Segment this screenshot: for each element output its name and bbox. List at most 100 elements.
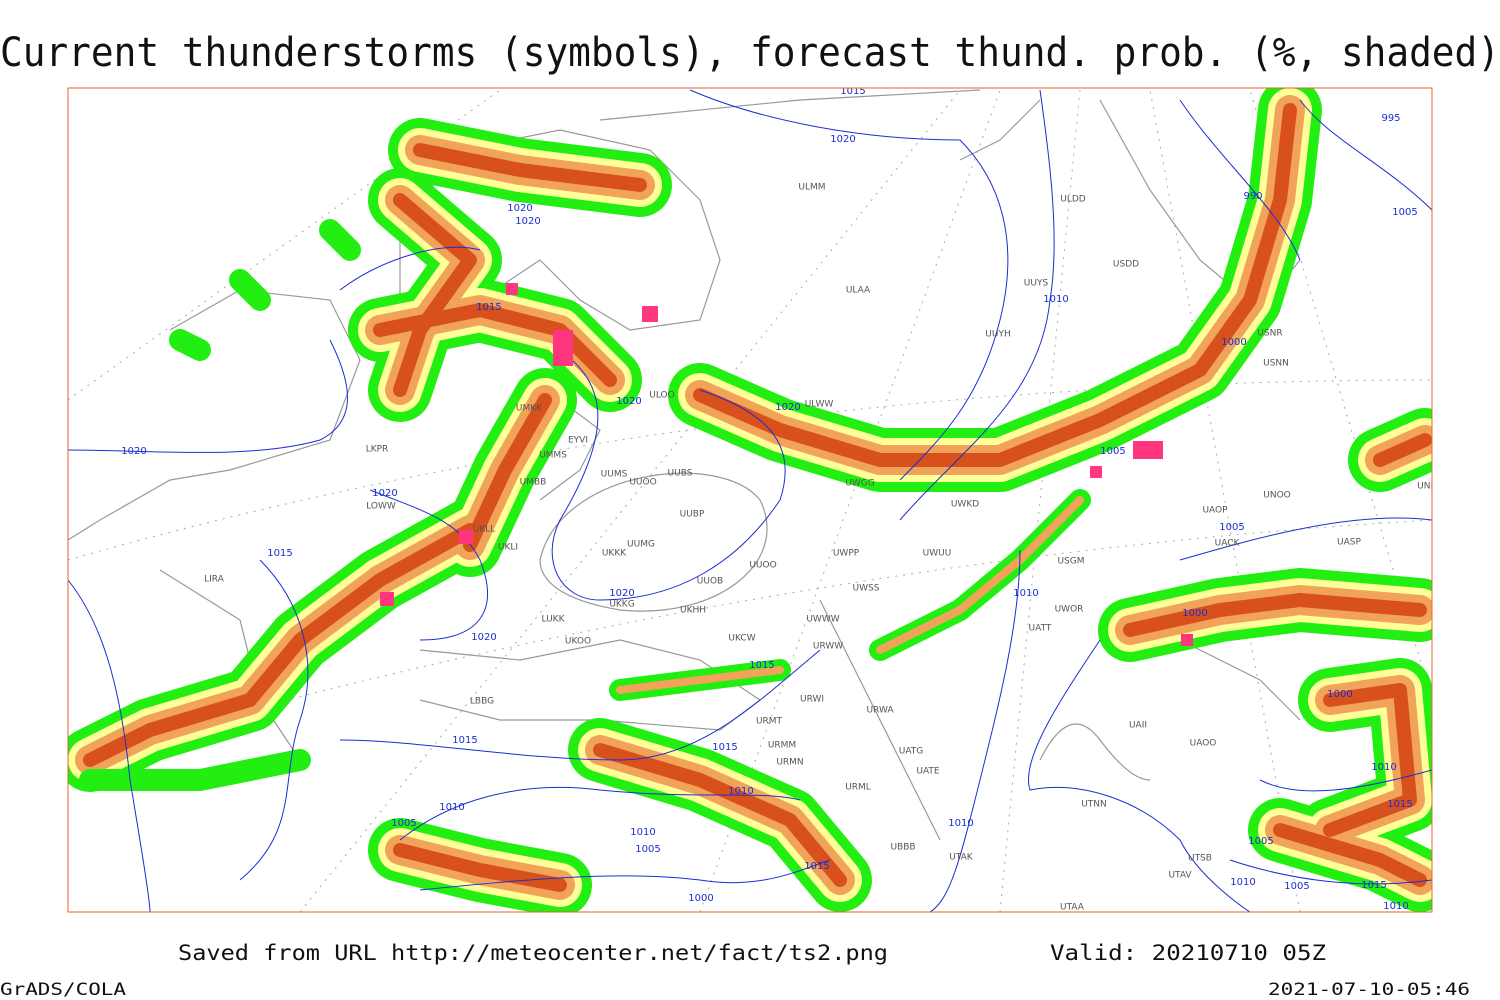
probability-shading (83, 523, 477, 767)
probability-shading (413, 143, 647, 192)
isobar-label: 1020 (609, 588, 634, 599)
isobar-label: 1005 (635, 844, 660, 855)
station-label: UATE (916, 767, 940, 777)
isobar-label: 1010 (1013, 588, 1038, 599)
station-label: UTAK (949, 853, 974, 863)
station-label: UTAV (1168, 871, 1192, 881)
isobar-label: 1020 (121, 446, 146, 457)
station-label: ULMM (798, 183, 825, 193)
station-label: URMN (776, 758, 803, 768)
station-label: URML (845, 783, 871, 793)
isobar-label: 995 (1381, 113, 1400, 124)
station-label: ULDD (1060, 195, 1086, 205)
probability-shading (1323, 683, 1417, 837)
station-label: ULAA (846, 286, 871, 296)
station-label: UWWW (806, 615, 839, 625)
isobar-label: 1020 (830, 134, 855, 145)
station-label: UMBB (520, 478, 547, 488)
station-label: LIRA (204, 575, 225, 585)
station-label: UWKD (951, 500, 979, 510)
isobar-label: 1005 (1284, 881, 1309, 892)
title: Current thunderstorms (symbols), forecas… (0, 30, 1500, 76)
station-label: UUOB (697, 577, 723, 587)
station-label: UUOO (629, 478, 656, 488)
isobar-label: 1010 (630, 827, 655, 838)
station-label: USGM (1057, 557, 1084, 567)
station-label: UNBB (1417, 482, 1443, 492)
isobar-label: 1010 (1371, 762, 1396, 773)
station-label: UAII (1129, 721, 1147, 731)
station-label: UBBB (890, 843, 915, 853)
isobar-label: 1015 (712, 742, 737, 753)
station-label: UMMS (539, 451, 567, 461)
station-label: UAOO (1190, 739, 1217, 749)
isobar-label: 1005 (391, 818, 416, 829)
isobar-label: 1010 (1230, 877, 1255, 888)
source-url: Saved from URL http://meteocenter.net/fa… (178, 941, 888, 965)
isobar-label: 1000 (1327, 689, 1352, 700)
software: GrADS/COLA (0, 980, 126, 1000)
station-label: URWW (813, 642, 843, 652)
probability-shading (693, 103, 1297, 467)
station-label: UATG (899, 747, 924, 757)
station-label: USNR (1257, 329, 1282, 339)
probability-shading (393, 193, 477, 397)
station-label: LBBG (470, 697, 494, 707)
station-label: UWUU (923, 549, 952, 559)
isobar-label: 1005 (1392, 207, 1417, 218)
station-label: UTNN (1081, 800, 1107, 810)
isobar-label: 1020 (775, 402, 800, 413)
probability-shading (319, 219, 361, 261)
timestamp: 2021-07-10-05:46 (1268, 980, 1470, 1000)
station-label: UWGG (845, 479, 874, 489)
probability-shading (79, 749, 311, 791)
probability-shading (229, 269, 271, 311)
station-label: UUBS (668, 469, 693, 479)
station-label: URMM (768, 741, 796, 751)
station-label: UKOO (565, 637, 591, 647)
probability-shading (1273, 823, 1427, 887)
station-label: UKKK (602, 549, 627, 559)
station-label: ULWW (805, 400, 834, 410)
station-label: UKCW (728, 634, 755, 644)
station-label: UASP (1337, 538, 1361, 548)
isobar-label: 1000 (1182, 608, 1207, 619)
isobar-label: 990 (1243, 191, 1262, 202)
probability-shading (593, 743, 847, 887)
isobar-label: 1005 (1248, 836, 1273, 847)
isobar-label: 1015 (804, 861, 829, 872)
station-label: UTSB (1188, 854, 1212, 864)
station-label: UUMG (627, 540, 655, 550)
station-label: LUKK (542, 615, 566, 625)
station-label: UUYH (985, 330, 1010, 340)
valid-time: Valid: 20210710 05Z (1050, 941, 1326, 965)
isobar-label: 1010 (948, 818, 973, 829)
isobar-label: 1020 (515, 216, 540, 227)
isobar-label: 1005 (1100, 446, 1125, 457)
station-label: UUMS (601, 470, 628, 480)
station-label: LKPR (366, 445, 389, 455)
isobar-label: 1015 (476, 302, 501, 313)
isobar-label: 1020 (507, 203, 532, 214)
station-label: UATT (1029, 624, 1052, 634)
station-label: UAOP (1202, 506, 1228, 516)
station-label: ULOO (649, 391, 674, 401)
isobar-label: 1000 (1221, 337, 1246, 348)
isobar-label: 1010 (1383, 901, 1408, 912)
station-label: EYVI (568, 436, 588, 446)
station-label: URWA (866, 706, 894, 716)
isobar-label: 1015 (1361, 880, 1386, 891)
station-label: UUYS (1024, 279, 1049, 289)
station-label: UNOO (1263, 491, 1291, 501)
isobar-label: 1015 (1387, 799, 1412, 810)
map: 1015 1020 995 990 1005 1020 1020 1015 1010 1000 10… (68, 88, 1443, 912)
isobar-label: 1015 (267, 548, 292, 559)
probability-shading (1373, 433, 1432, 467)
station-label: UACK (1215, 539, 1241, 549)
isobar-label: 1020 (372, 488, 397, 499)
station-label: UWOR (1055, 605, 1084, 615)
station-label: UKLL (473, 525, 496, 535)
station-label: USNN (1263, 359, 1289, 369)
station-label: UWPP (833, 549, 860, 559)
station-label: UWSS (853, 584, 880, 594)
